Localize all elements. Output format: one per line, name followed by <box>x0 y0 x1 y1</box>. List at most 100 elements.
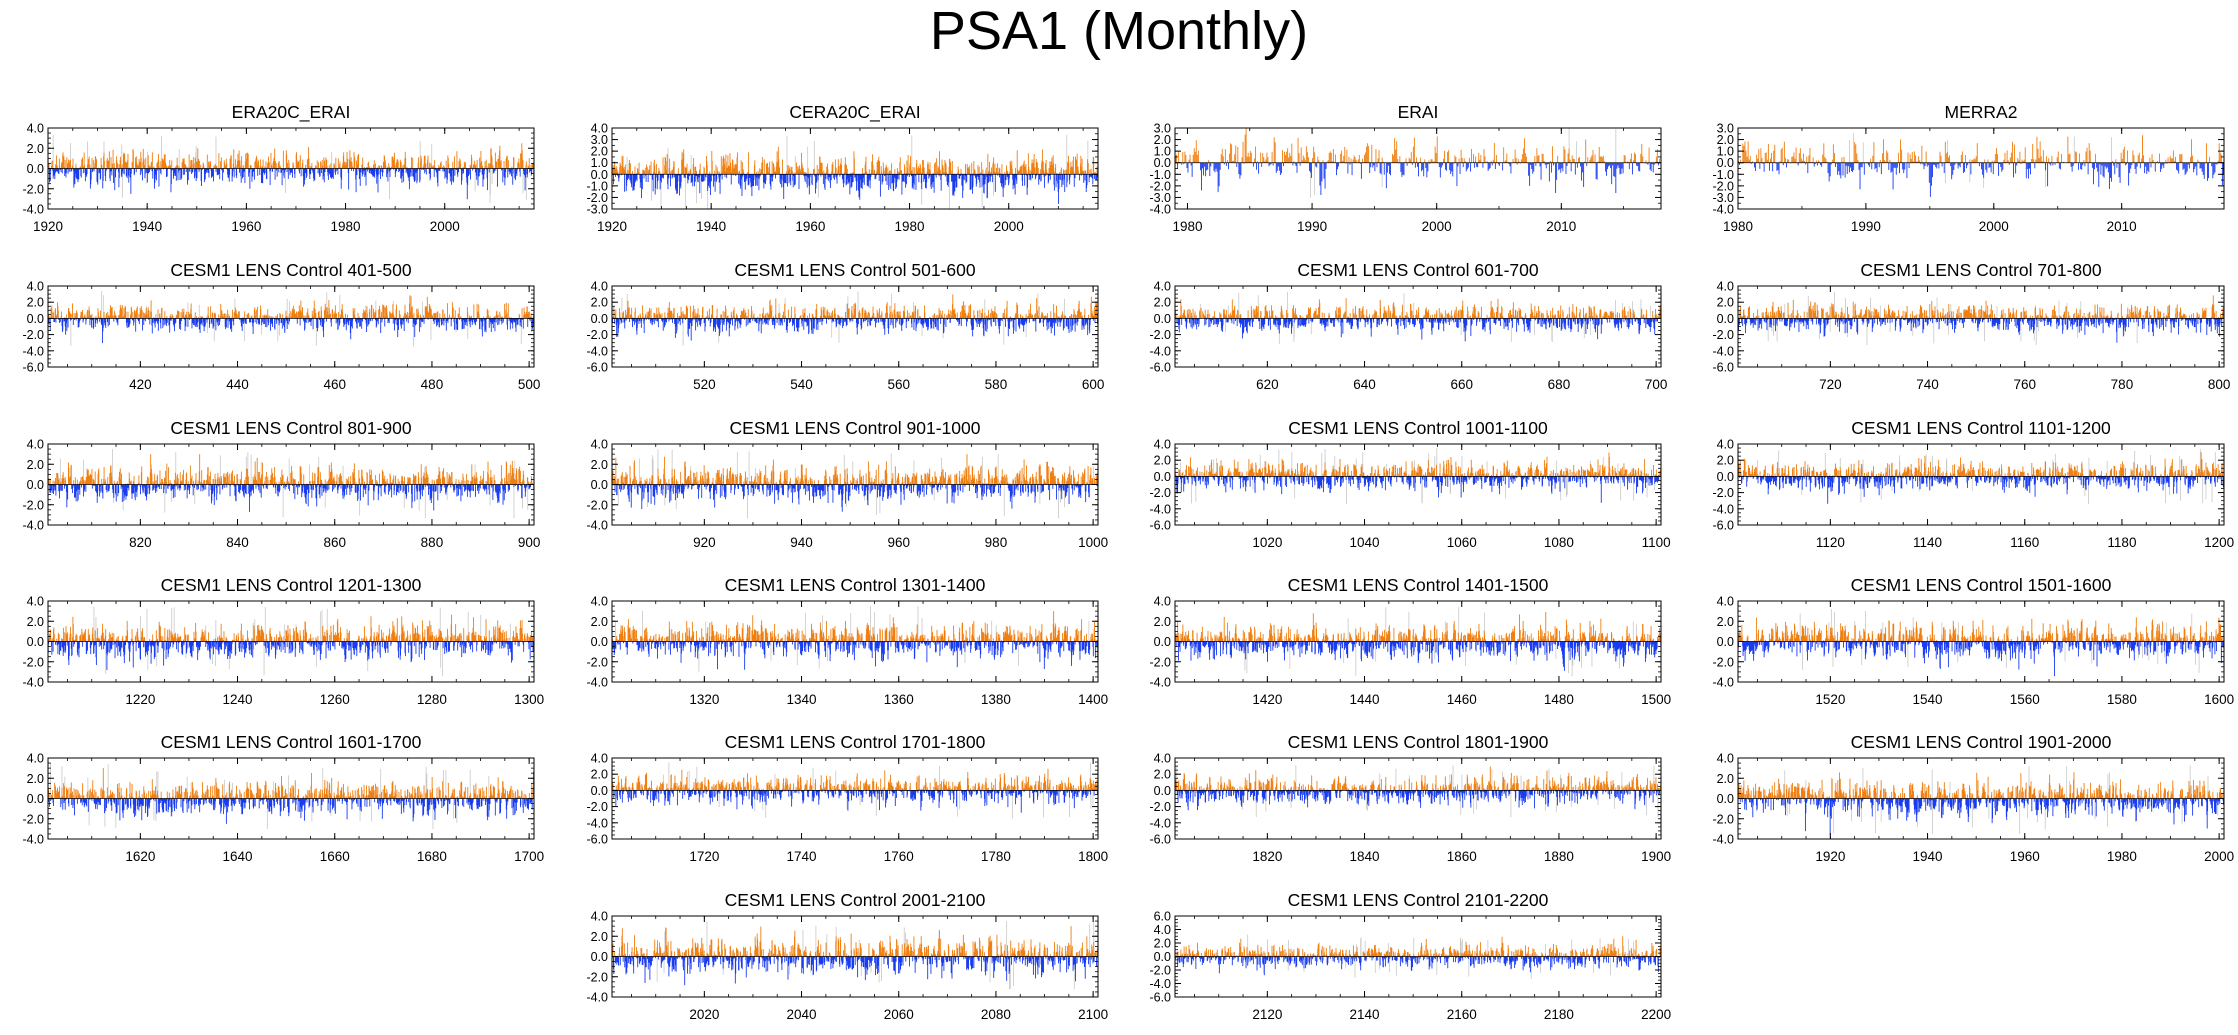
x-tick-label: 800 <box>2208 377 2231 392</box>
plot-frame <box>1174 443 1662 526</box>
y-tick-label: -3.0 <box>1712 191 1734 205</box>
chart-panel: CESM1 LENS Control 1601-1700 4.0 2.0 0.0 -2.… <box>4 732 546 873</box>
panel-plot: 4.0 2.0 0.0 -2.0 -4.0 1420 1440 1460 1480 1500 <box>1149 595 1671 708</box>
x-tick-label: 1020 <box>1252 535 1282 550</box>
x-tick-label: 1220 <box>125 692 155 707</box>
negative-bars <box>1737 641 2224 677</box>
plot-frame <box>1174 285 1662 368</box>
positive-bars <box>47 295 534 319</box>
y-tick-label: 4.0 <box>27 438 44 452</box>
negative-bars <box>611 790 1098 813</box>
x-tick-label: 560 <box>887 377 910 392</box>
x-tick-label: 1980 <box>331 219 361 234</box>
y-tick-label: 2.0 <box>1154 615 1171 629</box>
x-tick-label: 1300 <box>514 692 544 707</box>
positive-bars <box>611 146 1098 175</box>
negative-bar-path <box>1177 162 1661 196</box>
positive-bars <box>611 454 1098 485</box>
y-tick-label: 0.0 <box>27 162 44 176</box>
x-tick-label: 1320 <box>689 692 719 707</box>
y-tick-label: -1.0 <box>1149 168 1171 182</box>
x-tick-label: 1100 <box>1642 535 1671 550</box>
chart-panel: CESM1 LENS Control 901-1000 4.0 2.0 0.0 -2.0… <box>568 418 1110 559</box>
negative-bar-path <box>48 484 535 512</box>
panel-plot: 4.0 2.0 0.0 -2.0 -4.0 1320 1340 1360 1380 1400 <box>586 595 1108 708</box>
y-tick-label: -2.0 <box>22 655 44 669</box>
positive-bars <box>1175 128 1660 163</box>
x-tick-label: 1640 <box>223 849 253 864</box>
y-tick-label: -2.0 <box>1149 800 1171 814</box>
positive-bar-path <box>612 926 1099 957</box>
x-tick-label: 440 <box>226 377 249 392</box>
positive-bar-path <box>47 768 535 799</box>
y-tick-label: -3.0 <box>586 203 608 217</box>
faint-spikes <box>1247 934 1635 980</box>
panel-plot: 3.02.01.00.0-1.0-2.0-3.0-4.0 1980 1990 2000… <box>1712 122 2225 234</box>
x-tick-label: 680 <box>1548 377 1571 392</box>
y-tick-label: 0.0 <box>1154 470 1171 484</box>
plot-frame <box>1737 127 2225 210</box>
positive-bars <box>1175 611 1661 642</box>
x-tick-label: 720 <box>1819 377 1842 392</box>
chart-panel: ERA20C_ERAI 4.0 2.0 0.0 -2.0 -4.0 1920 1940 1960… <box>4 102 546 243</box>
x-tick-label: 2000 <box>1422 219 1452 234</box>
y-tick-label: 4.0 <box>27 122 44 136</box>
x-tick-label: 1500 <box>1641 692 1671 707</box>
y-tick-label: -4.0 <box>1712 833 1734 847</box>
x-tick-label: 1620 <box>125 849 155 864</box>
panel-title: CESM1 LENS Control 1301-1400 <box>724 575 986 595</box>
x-tick-label: 600 <box>1082 377 1105 392</box>
negative-bar-path <box>47 641 534 670</box>
negative-bar-path <box>1174 476 1661 503</box>
y-tick-label: 4.0 <box>1154 752 1171 766</box>
panel-plot: 4.0 2.0 0.0 -2.0 -4.0 -6.0 420 440 460 480 500 <box>22 280 540 393</box>
x-tick-label: 1920 <box>1815 849 1845 864</box>
y-tick-label: 4.0 <box>1717 595 1734 609</box>
y-tick-label: 4.0 <box>591 122 608 136</box>
positive-bars <box>611 611 1098 642</box>
negative-bar-path <box>1176 790 1661 811</box>
y-tick-label: 2.0 <box>1717 772 1734 786</box>
faint-spikes <box>1784 765 2219 834</box>
y-tick-label: -4.0 <box>586 991 608 1005</box>
negative-bar-path <box>1738 476 2225 504</box>
panel-plot: 4.0 2.0 0.0 -2.0 -4.0 1920 1940 1960 1980 2000 <box>22 122 535 234</box>
x-tick-label: 1700 <box>514 849 544 864</box>
positive-bars <box>611 294 1098 319</box>
y-tick-label: -4.0 <box>586 676 608 690</box>
y-tick-label: 2.0 <box>591 145 608 159</box>
x-tick-label: 2080 <box>981 1007 1011 1022</box>
panel-title: CESM1 LENS Control 2101-2200 <box>1287 890 1549 910</box>
x-tick-label: 1380 <box>981 692 1011 707</box>
x-tick-label: 2020 <box>689 1007 719 1022</box>
x-tick-label: 1940 <box>1913 849 1943 864</box>
y-tick-label: -2.0 <box>586 800 608 814</box>
plot-frame <box>1737 443 2225 526</box>
y-tick-label: 4.0 <box>27 280 44 294</box>
x-tick-label: 700 <box>1645 377 1668 392</box>
positive-bar-path <box>1175 611 1661 642</box>
y-tick-label: 2.0 <box>591 615 608 629</box>
y-tick-label: -6.0 <box>586 833 608 847</box>
x-tick-label: 980 <box>985 535 1008 550</box>
panel-title: ERA20C_ERAI <box>231 102 351 122</box>
panel-title: CESM1 LENS Control 2001-2100 <box>724 890 986 910</box>
y-tick-label: 0.0 <box>27 312 44 326</box>
y-tick-label: 0.0 <box>1717 635 1734 649</box>
panel-title: CESM1 LENS Control 501-600 <box>734 260 976 280</box>
positive-bar-path <box>47 295 534 319</box>
y-tick-label: -4.0 <box>586 816 608 830</box>
panel-plot: 4.0 2.0 0.0 -2.0 -4.0 2020 2040 2060 2080 2100 <box>586 910 1108 1023</box>
x-tick-label: 780 <box>2111 377 2134 392</box>
x-tick-label: 640 <box>1353 377 1376 392</box>
x-tick-label: 760 <box>2013 377 2036 392</box>
y-tick-label: 2.0 <box>27 142 44 156</box>
x-tick-label: 1240 <box>223 692 253 707</box>
y-tick-label: 3.0 <box>1717 122 1734 136</box>
negative-bar-path <box>1174 318 1659 342</box>
chart-panel: CESM1 LENS Control 1101-1200 4.0 2.0 0.0 -2.… <box>1694 418 2236 559</box>
y-tick-label: 0.0 <box>27 792 44 806</box>
x-tick-label: 2060 <box>884 1007 914 1022</box>
negative-bars <box>1174 641 1662 671</box>
y-tick-label: -6.0 <box>22 361 44 375</box>
